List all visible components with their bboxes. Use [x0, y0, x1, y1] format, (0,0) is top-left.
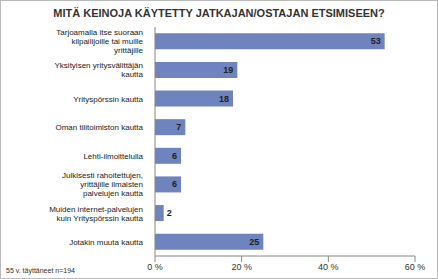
svg-text:0 %: 0 %	[147, 262, 163, 272]
svg-text:Oman tilitoimiston kautta: Oman tilitoimiston kautta	[55, 123, 143, 132]
svg-text:2: 2	[167, 208, 172, 218]
svg-text:40 %: 40 %	[318, 262, 339, 272]
html-text:MITÄ KEINOJA KÄYTETTY JATKAJAN: MITÄ KEINOJA KÄYTETTY JATKAJAN/OSTAJAN E…	[53, 7, 385, 19]
html-text:55 v. täyttäneet n=194: 55 v. täyttäneet n=194	[6, 267, 75, 274]
svg-text:Julkisesti rahoitettujen,yritt: Julkisesti rahoitettujen,yrittäjille ilm…	[62, 171, 143, 198]
svg-text:Lehti-ilmoittelulla: Lehti-ilmoittelulla	[83, 152, 143, 161]
svg-text:6: 6	[172, 151, 177, 161]
svg-text:53: 53	[371, 36, 381, 46]
svg-text:Tarjoamalla itse suoraankilpai: Tarjoamalla itse suoraankilpailijoille t…	[56, 28, 143, 55]
svg-text:18: 18	[219, 94, 229, 104]
svg-text:Jotakin muuta kautta: Jotakin muuta kautta	[69, 238, 143, 247]
svg-text:7: 7	[176, 122, 181, 132]
svg-text:6: 6	[172, 179, 177, 189]
svg-text:20 %: 20 %	[231, 262, 252, 272]
svg-text:25: 25	[249, 237, 259, 247]
svg-text:Yrityspörssin kautta: Yrityspörssin kautta	[73, 95, 143, 104]
svg-text:19: 19	[223, 65, 233, 75]
svg-text:Muiden internet-palvelujenkuin: Muiden internet-palvelujenkuin Yrityspör…	[49, 205, 143, 223]
svg-text:60 %: 60 %	[405, 262, 426, 272]
svg-text:Yksityisen yritysvälittäjänkau: Yksityisen yritysvälittäjänkautta	[55, 61, 144, 79]
